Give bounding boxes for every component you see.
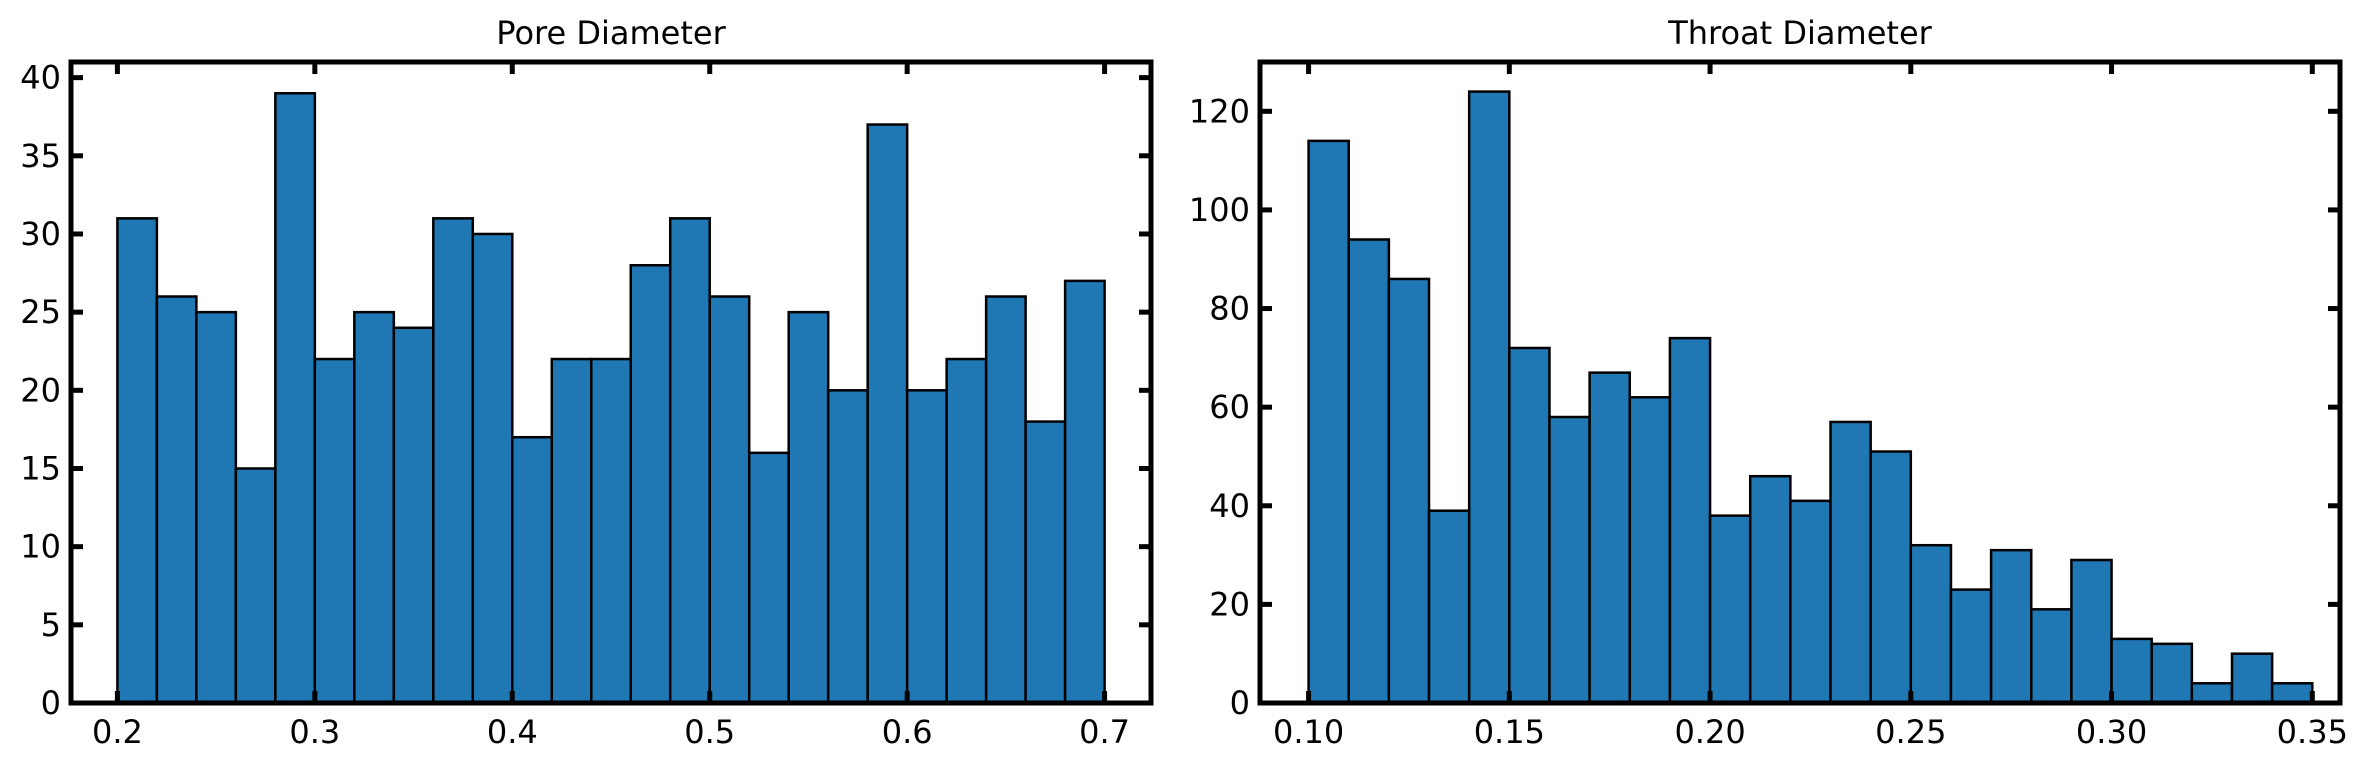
y-tick-label: 10 <box>20 528 61 566</box>
histogram-bar <box>629 263 672 705</box>
histogram-bar <box>1548 415 1591 705</box>
histogram-bar <box>1949 588 1993 705</box>
x-tick-label: 0.7 <box>1079 713 1130 751</box>
y-tick-label: 0 <box>41 684 61 722</box>
histogram-bar <box>392 326 435 705</box>
y-tick-label: 60 <box>1209 388 1250 426</box>
y-tick-label: 100 <box>1189 191 1250 229</box>
pore-diameter-chart: Pore Diameter 0.2 0.3 0.4 0.5 0.6 0.7 0 5 10 15 2… <box>20 14 1154 751</box>
y-tick-label: 15 <box>20 449 61 487</box>
histogram-bar <box>234 467 277 705</box>
x-tick-label: 0.20 <box>1674 713 1745 751</box>
plot-frame <box>1257 59 2343 706</box>
histogram-bar <box>1387 277 1431 705</box>
y-tick-label: 25 <box>20 293 61 331</box>
x-tick-labels: 0.2 0.3 0.4 0.5 0.6 0.7 <box>92 713 1130 751</box>
y-tick-label: 80 <box>1209 290 1250 328</box>
y-tick-label: 40 <box>1209 487 1250 525</box>
y-tick-label: 5 <box>41 606 61 644</box>
histogram-bar <box>1467 90 1511 705</box>
histogram-bar <box>2190 682 2234 705</box>
y-tick-label: 30 <box>20 215 61 253</box>
x-tick-label: 0.3 <box>289 713 340 751</box>
y-tick-labels: 0 5 10 15 20 25 30 35 40 <box>20 59 61 722</box>
y-tick-label: 0 <box>1230 684 1250 722</box>
histogram-bar <box>1869 450 1913 705</box>
x-tick-labels: 0.10 0.15 0.20 0.25 0.30 0.35 <box>1273 713 2348 751</box>
histogram-bar <box>1789 499 1832 705</box>
histogram-bar <box>1829 420 1872 705</box>
histogram-bar <box>1024 420 1067 705</box>
plot-frame <box>68 59 1154 706</box>
histogram-bar <box>1668 336 1712 705</box>
histogram-bar <box>2150 642 2194 705</box>
x-tick-label: 0.4 <box>487 713 538 751</box>
histogram-bar <box>1628 396 1672 705</box>
y-tick-label: 120 <box>1189 92 1250 130</box>
x-tick-label: 0.15 <box>1474 713 1545 751</box>
histogram-bar <box>432 217 475 705</box>
histogram-bar <box>1307 139 1350 705</box>
histogram-bar <box>274 92 317 705</box>
x-tick-label: 0.5 <box>684 713 735 751</box>
histogram-bar <box>905 389 948 705</box>
histogram-bar <box>511 435 554 705</box>
histogram-bar <box>1427 509 1471 705</box>
histogram-bar <box>313 357 356 705</box>
histogram-bar <box>353 310 396 705</box>
x-tick-label: 0.35 <box>2277 713 2348 751</box>
y-tick-label: 40 <box>20 59 61 97</box>
histogram-bar <box>2110 637 2153 705</box>
histogram-bar <box>155 295 198 705</box>
histogram-bar <box>1063 279 1106 705</box>
y-tick-label: 35 <box>20 137 61 175</box>
histogram-bar <box>945 357 988 705</box>
histogram-bar <box>1588 371 1632 705</box>
y-tick-label: 20 <box>1209 585 1250 623</box>
x-tick-label: 0.30 <box>2076 713 2147 751</box>
histogram-bar <box>2030 608 2073 705</box>
histogram-bar <box>984 295 1027 705</box>
histogram-bar <box>787 310 830 705</box>
throat-diameter-chart: Throat Diameter 0.10 0.15 0.20 0.25 0.30 0.35… <box>1189 14 2348 751</box>
x-tick-label: 0.6 <box>882 713 933 751</box>
histogram-bar <box>826 389 869 705</box>
histogram-bar <box>1708 514 1752 705</box>
histogram-bar <box>116 217 159 705</box>
histogram-bar <box>2270 682 2314 705</box>
histogram-bar <box>550 357 593 705</box>
y-tick-label: 20 <box>20 371 61 409</box>
x-tick-label: 0.2 <box>92 713 143 751</box>
bars <box>1307 90 2314 705</box>
histogram-bar <box>1989 548 2033 705</box>
histogram-bar <box>668 217 711 705</box>
x-tick-label: 0.10 <box>1273 713 1344 751</box>
chart-title: Pore Diameter <box>496 14 726 52</box>
histogram-bar <box>590 357 632 705</box>
histogram-bar <box>1748 474 1792 705</box>
histogram-bar <box>2070 558 2113 705</box>
histogram-bar <box>708 295 751 705</box>
y-tick-labels: 0 20 40 60 80 100 120 <box>1189 92 1250 722</box>
chart-title: Throat Diameter <box>1667 14 1932 52</box>
histogram-bar <box>747 451 790 705</box>
histogram-bar <box>195 310 238 705</box>
histogram-bar <box>1347 238 1391 705</box>
bars <box>116 92 1106 705</box>
histogram-bar <box>866 123 909 705</box>
histogram-bar <box>471 232 514 705</box>
histogram-bar <box>1909 543 1953 705</box>
x-tick-label: 0.25 <box>1875 713 1946 751</box>
histogram-bar <box>2230 652 2274 705</box>
histogram-bar <box>1508 346 1551 705</box>
